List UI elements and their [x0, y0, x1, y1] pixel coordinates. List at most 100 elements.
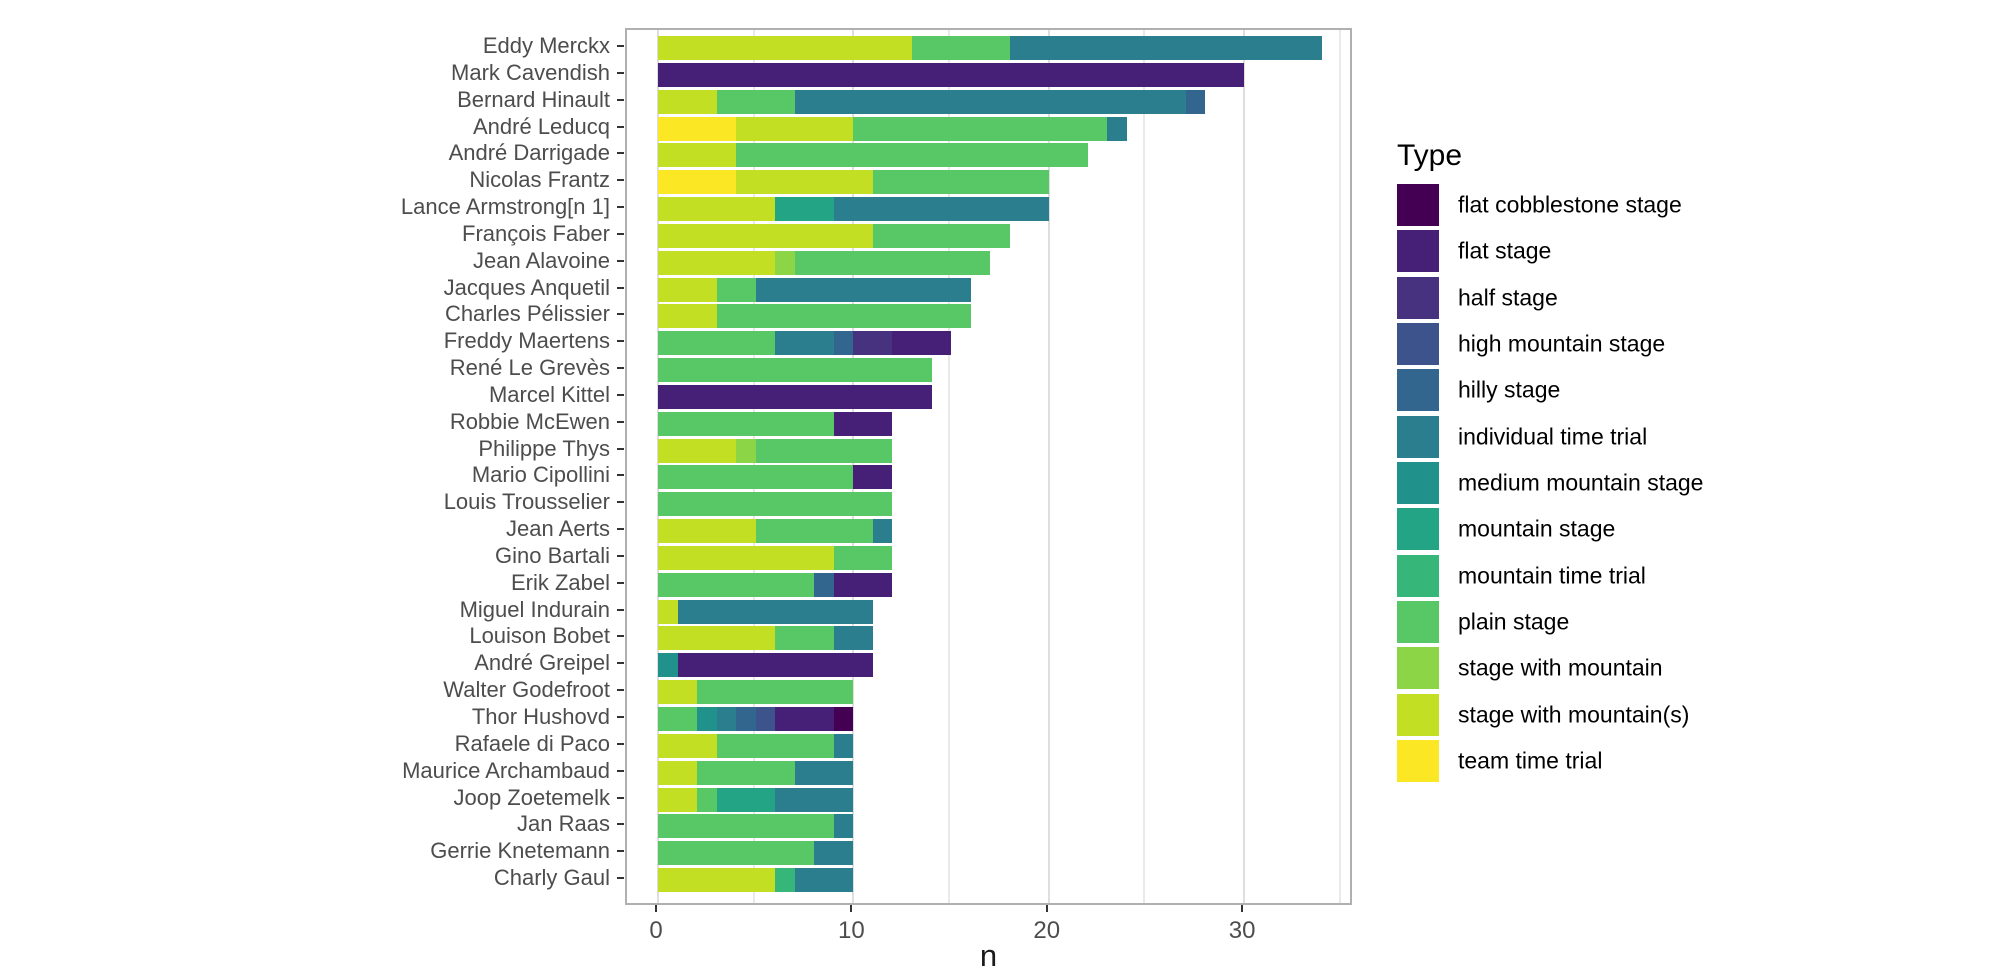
legend-label: plain stage — [1458, 608, 1570, 635]
legend-item: hilly stage — [1397, 369, 1797, 412]
y-axis-tick — [617, 447, 624, 450]
y-axis-tick — [617, 689, 624, 692]
bar-segment — [658, 170, 737, 195]
bar-segment — [658, 197, 776, 222]
y-axis-label: Mark Cavendish — [451, 59, 610, 85]
y-axis-tick — [617, 554, 624, 557]
legend-item: medium mountain stage — [1397, 461, 1797, 504]
y-axis-tick — [617, 98, 624, 101]
bar-segment — [658, 384, 932, 409]
bar-segment — [658, 707, 698, 731]
bar-segment — [677, 599, 873, 624]
bar-row — [658, 599, 873, 624]
bar-segment — [775, 868, 795, 893]
y-axis-tick — [617, 206, 624, 209]
y-axis-tick — [617, 635, 624, 638]
bar-segment — [716, 277, 756, 302]
bar-segment — [658, 814, 834, 839]
y-axis-tick — [617, 259, 624, 262]
y-axis-label: Louis Trousselier — [443, 489, 610, 515]
legend-label: hilly stage — [1458, 376, 1561, 403]
bar-segment — [736, 116, 854, 141]
bar-segment — [775, 626, 834, 651]
bar-segment — [833, 626, 873, 651]
bar-row — [658, 304, 971, 329]
legend-item: stage with mountain — [1397, 647, 1797, 690]
bar-segment — [697, 787, 717, 812]
bar-segment — [833, 814, 854, 839]
bar-segment — [658, 411, 834, 436]
bar-segment — [833, 707, 854, 731]
legend-swatch — [1397, 600, 1439, 643]
major-gridline — [1243, 30, 1246, 903]
y-axis-label: André Leducq — [473, 113, 610, 139]
legend-label: flat stage — [1458, 237, 1552, 264]
bar-segment — [658, 358, 932, 383]
bar-segment — [658, 143, 737, 168]
legend-label: medium mountain stage — [1458, 469, 1704, 496]
y-axis-label: Robbie McEwen — [449, 408, 610, 434]
y-axis-label: René Le Grevès — [449, 355, 610, 381]
y-axis-tick — [617, 367, 624, 370]
bar-row — [658, 733, 854, 758]
y-axis-tick — [617, 769, 624, 772]
y-axis-tick — [617, 313, 624, 316]
bar-row — [658, 62, 1245, 87]
bar-segment — [658, 599, 678, 624]
x-axis-tick — [655, 905, 657, 912]
bar-segment — [872, 170, 1049, 195]
bar-segment — [833, 331, 854, 356]
minor-gridline — [948, 30, 951, 903]
legend-item: team time trial — [1397, 739, 1797, 782]
bar-segment — [658, 492, 893, 517]
y-axis-tick — [617, 662, 624, 665]
bar-segment — [716, 787, 776, 812]
y-axis-label: Charles Pélissier — [444, 301, 610, 327]
legend-item: mountain time trial — [1397, 554, 1797, 597]
x-axis-tick — [850, 905, 853, 912]
bar-segment — [755, 438, 893, 463]
y-axis-label: Eddy Merckx — [482, 33, 610, 58]
bar-segment — [677, 653, 873, 678]
y-axis-label: Miguel Indurain — [459, 596, 610, 622]
y-axis-tick — [617, 286, 624, 289]
bar-segment — [716, 707, 737, 731]
bar-segment — [658, 519, 756, 544]
bar-segment — [833, 545, 893, 570]
y-axis-tick — [617, 340, 624, 343]
legend-label: half stage — [1458, 284, 1558, 311]
y-axis-tick — [617, 152, 624, 155]
bar-row — [658, 143, 1088, 168]
plot-panel — [625, 28, 1352, 905]
legend-item: half stage — [1397, 276, 1797, 319]
bar-row — [658, 223, 1010, 248]
bar-row — [658, 331, 952, 356]
bar-segment — [658, 62, 1245, 87]
bar-segment — [716, 733, 834, 758]
bar-segment — [1009, 36, 1323, 60]
bar-segment — [658, 438, 737, 463]
y-axis-label: Erik Zabel — [510, 569, 610, 595]
bar-segment — [736, 143, 1088, 168]
legend-item: flat stage — [1397, 230, 1797, 273]
bar-segment — [658, 223, 873, 248]
legend-item: mountain stage — [1397, 508, 1797, 551]
bar-row — [658, 545, 893, 570]
bar-segment — [658, 626, 776, 651]
y-axis-tick — [617, 125, 624, 128]
bar-row — [658, 116, 1127, 141]
y-axis-label: Philippe Thys — [478, 435, 610, 461]
bar-segment — [658, 760, 698, 785]
y-axis-label: Lance Armstrong[n 1] — [400, 194, 610, 220]
bar-segment — [892, 331, 952, 356]
bar-segment — [736, 438, 756, 463]
bar-segment — [716, 89, 795, 114]
bar-row — [658, 680, 854, 705]
y-axis-label: Louison Bobet — [469, 623, 610, 649]
bar-segment — [872, 519, 893, 544]
bar-row — [658, 868, 854, 893]
y-axis-tick — [617, 581, 624, 584]
bar-segment — [697, 680, 854, 705]
bar-row — [658, 492, 893, 517]
bar-row — [658, 653, 873, 678]
